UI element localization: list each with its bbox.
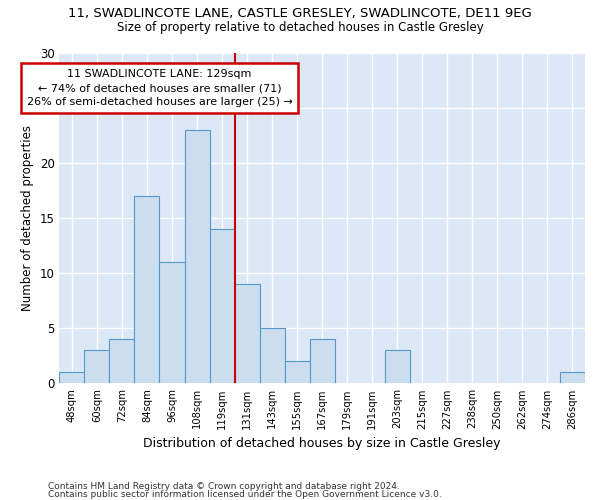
- Bar: [284, 362, 310, 384]
- Text: Contains HM Land Registry data © Crown copyright and database right 2024.: Contains HM Land Registry data © Crown c…: [48, 482, 400, 491]
- Bar: [185, 130, 209, 384]
- Text: Contains public sector information licensed under the Open Government Licence v3: Contains public sector information licen…: [48, 490, 442, 499]
- Bar: [85, 350, 109, 384]
- Bar: [160, 262, 185, 384]
- Bar: [59, 372, 85, 384]
- Text: Size of property relative to detached houses in Castle Gresley: Size of property relative to detached ho…: [116, 21, 484, 34]
- Bar: [235, 284, 260, 384]
- Bar: [134, 196, 160, 384]
- Bar: [260, 328, 284, 384]
- Y-axis label: Number of detached properties: Number of detached properties: [21, 125, 34, 311]
- Bar: [385, 350, 410, 384]
- Bar: [560, 372, 585, 384]
- Bar: [209, 229, 235, 384]
- X-axis label: Distribution of detached houses by size in Castle Gresley: Distribution of detached houses by size …: [143, 437, 501, 450]
- Text: 11, SWADLINCOTE LANE, CASTLE GRESLEY, SWADLINCOTE, DE11 9EG: 11, SWADLINCOTE LANE, CASTLE GRESLEY, SW…: [68, 8, 532, 20]
- Bar: [109, 340, 134, 384]
- Text: 11 SWADLINCOTE LANE: 129sqm
← 74% of detached houses are smaller (71)
26% of sem: 11 SWADLINCOTE LANE: 129sqm ← 74% of det…: [26, 69, 292, 107]
- Bar: [310, 340, 335, 384]
